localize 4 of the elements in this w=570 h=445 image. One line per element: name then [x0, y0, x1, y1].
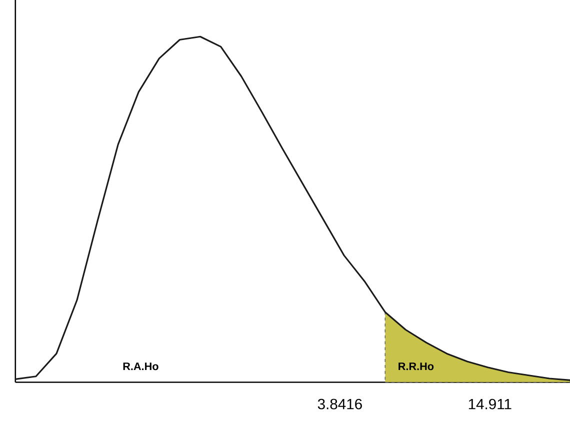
text: 14.911	[468, 398, 512, 410]
annotation: R.R.Ho	[398, 362, 434, 370]
annotation: R.A.Ho	[123, 362, 158, 370]
text: 3.8416	[318, 398, 362, 410]
